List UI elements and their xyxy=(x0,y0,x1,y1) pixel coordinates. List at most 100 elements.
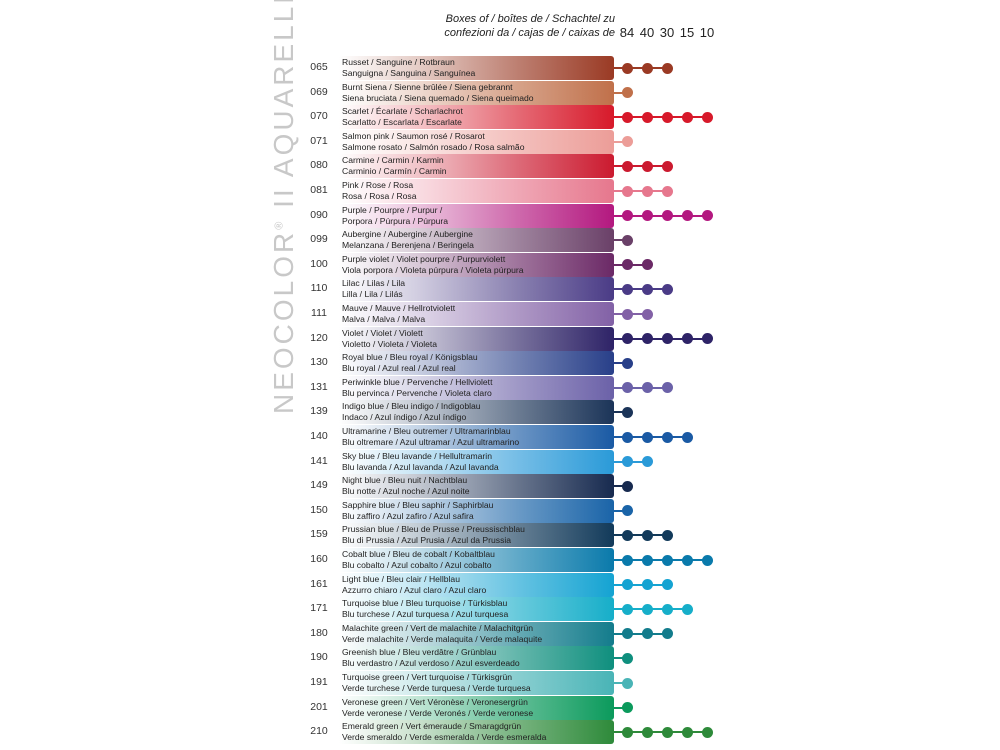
color-code: 081 xyxy=(310,184,328,196)
availability-line xyxy=(614,165,667,168)
availability-line xyxy=(614,91,627,94)
availability-dot-40 xyxy=(641,456,653,468)
color-code: 090 xyxy=(310,208,328,221)
color-name-line-2: Blu zaffiro / Azul zafiro / Azul safira xyxy=(342,510,474,521)
color-names: Light blue / Bleu clair / Hellblau Azzurr… xyxy=(342,574,486,596)
color-code: 149 xyxy=(310,479,328,492)
color-row-141: 141 Sky blue / Bleu lavande / Hellultrama… xyxy=(0,449,1000,474)
availability-dot-84 xyxy=(621,456,633,468)
availability-dot-15 xyxy=(681,431,693,443)
color-names: Indigo blue / Bleu indigo / Indigoblau In… xyxy=(342,401,481,423)
color-code: 120 xyxy=(310,331,328,344)
color-name-line-1: Carmine / Carmin / Karmin xyxy=(342,155,444,166)
availability-line xyxy=(614,67,667,69)
color-row-149: 149 Night blue / Bleu nuit / Nachtblau Blu… xyxy=(0,474,1000,499)
color-swatch-bar: Lilac / Lilas / Lila Lilla / Lila / Lilás xyxy=(339,277,614,302)
availability-dot-10 xyxy=(701,726,713,738)
color-name-line-2: Verde turchese / Verde turquesa / Verde … xyxy=(342,683,531,693)
color-names: Prussian blue / Bleu de Prusse / Preussi… xyxy=(342,524,525,546)
color-row-171: 171 Turquoise blue / Bleu turquoise / Tür… xyxy=(0,597,1000,622)
color-name-line-2: Blu pervinca / Pervenche / Violeta claro xyxy=(342,387,492,398)
color-swatch-bar: Purple / Pourpre / Purpur / Porpora / Púr… xyxy=(339,203,614,228)
color-name-line-2: Blu royal / Azul real / Azul real xyxy=(342,363,456,374)
color-names: Sapphire blue / Bleu saphir / Saphirblau… xyxy=(342,500,493,522)
availability-dot-40 xyxy=(641,283,653,295)
color-swatch-bar: Pink / Rose / Rosa Rosa / Rosa / Rosa xyxy=(339,179,614,203)
availability-dot-30 xyxy=(661,210,673,222)
color-names: Aubergine / Aubergine / Aubergine Melanza… xyxy=(342,229,474,251)
color-names: Royal blue / Bleu royal / Königsblau Blu … xyxy=(342,352,478,374)
availability-line xyxy=(614,731,707,734)
availability-dot-40 xyxy=(641,579,653,591)
color-code: 065 xyxy=(310,61,328,73)
availability-dot-30 xyxy=(661,628,673,640)
color-swatch-bar: Periwinkle blue / Pervenche / Hellviolet… xyxy=(339,375,614,400)
availability-line xyxy=(614,411,627,414)
color-name-line-1: Burnt Siena / Sienne brûlée / Siena gebr… xyxy=(342,81,513,92)
box-size-15: 15 xyxy=(679,25,695,40)
availability-line xyxy=(614,214,707,217)
availability-dot-84 xyxy=(621,677,633,689)
color-row-159: 159 Prussian blue / Bleu de Prusse / Preu… xyxy=(0,523,1000,548)
color-name-line-2: Siena bruciata / Siena quemado / Siena q… xyxy=(342,92,534,103)
availability-dot-84 xyxy=(621,652,633,664)
availability-dot-15 xyxy=(681,111,693,123)
color-names: Mauve / Mauve / Hellrotviolett Malva / Ma… xyxy=(342,303,455,325)
availability-dot-30 xyxy=(661,160,673,172)
color-swatch-bar: Mauve / Mauve / Hellrotviolett Malva / Ma… xyxy=(339,302,614,326)
availability-dot-84 xyxy=(621,308,633,320)
color-name-line-1: Russet / Sanguine / Rotbraun xyxy=(342,57,455,67)
color-name-line-2: Porpora / Púrpura / Púrpura xyxy=(342,215,449,226)
availability-line xyxy=(614,706,627,709)
color-row-070: 070 Scarlet / Écarlate / Scharlachrot Scar… xyxy=(0,105,1000,130)
color-names: Sky blue / Bleu lavande / Hellultramarin… xyxy=(342,451,499,473)
availability-dot-84 xyxy=(621,505,633,517)
color-name-line-1: Sky blue / Bleu lavande / Hellultramarin xyxy=(342,450,492,461)
availability-dot-84 xyxy=(621,210,633,222)
color-name-line-1: Purple / Pourpre / Purpur / xyxy=(342,204,443,215)
color-row-190: 190 Greenish blue / Bleu verdâtre / Grünb… xyxy=(0,646,1000,671)
color-names: Turquoise blue / Bleu turquoise / Türkis… xyxy=(342,598,508,620)
availability-dot-84 xyxy=(621,529,633,541)
availability-dot-40 xyxy=(641,431,653,443)
color-row-161: 161 Light blue / Bleu clair / Hellblau Azz… xyxy=(0,572,1000,597)
availability-dot-84 xyxy=(621,726,633,738)
availability-dot-84 xyxy=(621,628,633,640)
color-row-100: 100 Purple violet / Violet pourpre / Purp… xyxy=(0,252,1000,277)
color-row-090: 090 Purple / Pourpre / Purpur / Porpora / … xyxy=(0,203,1000,228)
color-name-line-2: Blu turchese / Azul turquesa / Azul turq… xyxy=(342,609,509,620)
box-header: Boxes of / boîtes de / Schachtel zu conf… xyxy=(430,12,615,40)
availability-dot-15 xyxy=(681,726,693,738)
color-name-line-2: Verde veronese / Verde Veronés / Verde v… xyxy=(342,707,534,718)
color-names: Periwinkle blue / Pervenche / Hellviolet… xyxy=(342,377,492,399)
color-names: Russet / Sanguine / Rotbraun Sanguigna / … xyxy=(342,57,475,79)
color-swatch-bar: Turquoise blue / Bleu turquoise / Türkis… xyxy=(339,597,614,622)
availability-dot-30 xyxy=(661,554,673,566)
color-name-line-1: Mauve / Mauve / Hellrotviolett xyxy=(342,303,456,313)
availability-line xyxy=(614,362,627,365)
color-name-line-2: Blu lavanda / Azul lavanda / Azul lavand… xyxy=(342,461,499,472)
color-row-099: 099 Aubergine / Aubergine / Aubergine Mela… xyxy=(0,228,1000,253)
color-swatch-bar: Emerald green / Vert émeraude / Smaragdg… xyxy=(339,720,614,745)
availability-dot-84 xyxy=(621,333,633,345)
color-row-160: 160 Cobalt blue / Bleu de cobalt / Kobalt… xyxy=(0,548,1000,572)
color-name-line-1: Sapphire blue / Bleu saphir / Saphirblau xyxy=(342,499,494,510)
availability-dot-84 xyxy=(621,160,633,172)
color-name-line-1: Royal blue / Bleu royal / Königsblau xyxy=(342,352,478,363)
availability-line xyxy=(614,288,667,291)
availability-line xyxy=(614,239,627,242)
box-size-columns: 84 40 30 15 10 xyxy=(0,25,1000,41)
color-name-line-2: Scarlatto / Escarlata / Escarlate xyxy=(342,117,462,128)
color-code: 140 xyxy=(310,430,328,442)
color-name-line-1: Night blue / Bleu nuit / Nachtblau xyxy=(342,475,468,486)
color-row-111: 111 Mauve / Mauve / Hellrotviolett Malva /… xyxy=(0,302,1000,326)
color-code: 110 xyxy=(310,282,328,295)
color-row-150: 150 Sapphire blue / Bleu saphir / Saphirb… xyxy=(0,498,1000,523)
color-name-line-1: Cobalt blue / Bleu de cobalt / Kobaltbla… xyxy=(342,549,495,559)
color-row-191: 191 Turquoise green / Vert turquoise / Tü… xyxy=(0,671,1000,695)
color-row-139: 139 Indigo blue / Bleu indigo / Indigobla… xyxy=(0,400,1000,425)
availability-dot-40 xyxy=(641,259,653,271)
color-name-line-2: Blu oltremare / Azul ultramar / Azul ult… xyxy=(342,437,520,447)
availability-dot-40 xyxy=(641,210,653,222)
color-swatch-bar: Sapphire blue / Bleu saphir / Saphirblau… xyxy=(339,498,614,523)
